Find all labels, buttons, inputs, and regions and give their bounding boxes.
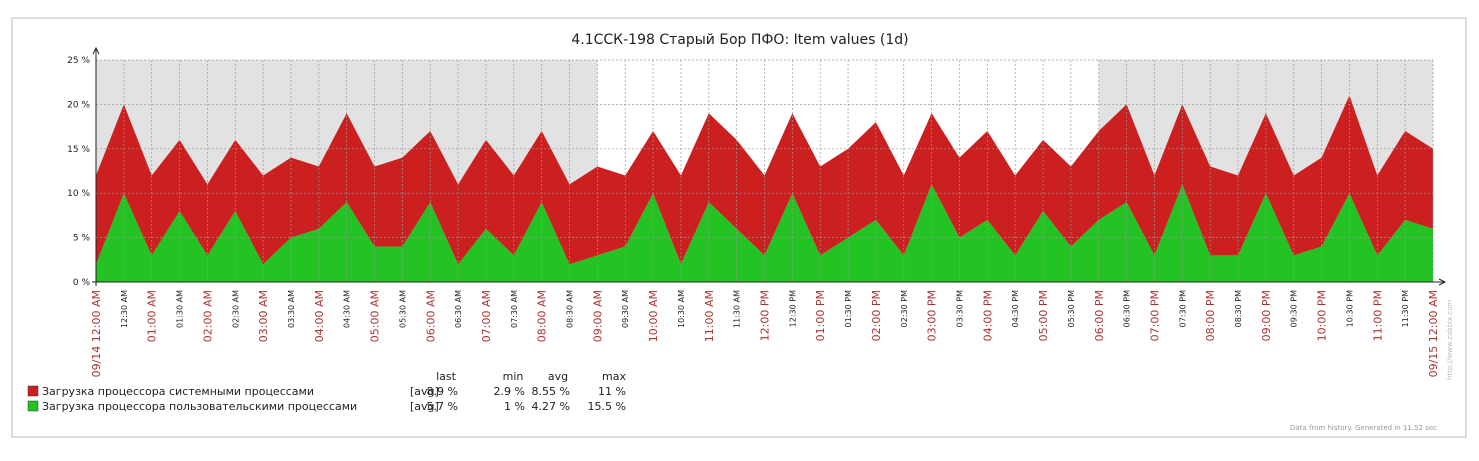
x-tick-label: 08:30 PM [1234, 290, 1243, 327]
y-tick-label: 10 % [67, 189, 90, 199]
legend-value: 5.7 % [427, 400, 458, 413]
x-tick-label: 01:30 AM [176, 290, 185, 328]
x-tick-label: 11:00 PM [1371, 290, 1384, 341]
x-tick-label: 02:00 AM [201, 290, 214, 342]
y-tick-label: 25 % [67, 56, 90, 66]
x-tick-label: 08:00 AM [536, 290, 549, 342]
x-tick-label: 09:00 PM [1260, 290, 1273, 341]
x-tick-label: 04:30 AM [343, 290, 352, 328]
x-tick-label: 01:00 PM [814, 290, 827, 341]
x-tick-label: 10:30 PM [1345, 290, 1354, 327]
x-tick-label: 10:30 AM [677, 290, 686, 328]
legend-header: avg [548, 370, 568, 383]
legend-header: min [503, 370, 524, 383]
x-tick-label: 11:30 AM [733, 290, 742, 328]
legend-value: 4.27 % [532, 400, 570, 413]
chart-title: 4.1ССК-198 Старый Бор ПФО: Item values (… [571, 32, 908, 48]
legend-swatch [27, 385, 39, 397]
x-tick-label: 07:00 PM [1148, 290, 1161, 341]
x-tick-label: 09/15 12:00 AM [1427, 290, 1440, 377]
x-tick-label: 09/14 12:00 AM [90, 290, 103, 377]
x-tick-label: 01:30 PM [844, 290, 853, 327]
x-tick-label: 10:00 AM [647, 290, 660, 342]
x-tick-label: 07:30 AM [510, 290, 519, 328]
footer: Data from history. Generated in 11.52 se… [1290, 424, 1437, 432]
x-tick-label: 06:30 AM [454, 290, 463, 328]
x-tick-label: 10:00 PM [1316, 290, 1329, 341]
x-tick-label: 12:00 PM [759, 290, 772, 341]
x-tick-label: 08:30 AM [566, 290, 575, 328]
x-tick-label: 04:00 PM [981, 290, 994, 341]
x-axis [92, 278, 1447, 286]
legend-value: 8.9 % [427, 385, 458, 398]
legend-label: Загрузка процессора системными процессам… [42, 385, 314, 398]
x-tick-label: 05:00 AM [369, 290, 382, 342]
x-tick-label: 03:00 AM [257, 290, 270, 342]
legend-value: 15.5 % [588, 400, 626, 413]
x-tick-label: 06:00 AM [424, 290, 437, 342]
x-tick-label: 04:00 AM [313, 290, 326, 342]
x-tick-label: 09:00 AM [591, 290, 604, 342]
y-tick-label: 0 % [73, 278, 91, 288]
x-tick-label: 02:30 AM [231, 290, 240, 328]
legend-value: 11 % [598, 385, 626, 398]
x-tick-label: 09:30 AM [621, 290, 630, 328]
x-tick-label: 02:00 PM [870, 290, 883, 341]
legend-swatch [27, 400, 39, 412]
legend-value: 8.55 % [532, 385, 570, 398]
x-tick-label: 12:30 PM [788, 290, 797, 327]
x-tick-label: 05:00 PM [1037, 290, 1050, 341]
y-tick-label: 5 % [73, 234, 91, 244]
legend-value: 2.9 % [494, 385, 525, 398]
y-axis [92, 46, 100, 286]
x-tick-label: 03:30 AM [287, 290, 296, 328]
x-tick-label: 07:30 PM [1178, 290, 1187, 327]
x-tick-label: 01:00 AM [146, 290, 159, 342]
x-tick-label: 11:00 AM [703, 290, 716, 342]
legend-value: 1 % [504, 400, 525, 413]
y-tick-label: 15 % [67, 145, 90, 155]
x-tick-label: 02:30 PM [900, 290, 909, 327]
legend-header: last [436, 370, 457, 383]
watermark: http://www.zabbix.com [1446, 300, 1454, 380]
x-tick-label: 05:30 AM [398, 290, 407, 328]
x-tick-label: 06:30 PM [1123, 290, 1132, 327]
x-tick-label: 03:00 PM [926, 290, 939, 341]
x-tick-label: 06:00 PM [1093, 290, 1106, 341]
x-tick-label: 08:00 PM [1204, 290, 1217, 341]
x-tick-label: 11:30 PM [1401, 290, 1410, 327]
x-tick-label: 07:00 AM [480, 290, 493, 342]
x-tick-label: 04:30 PM [1011, 290, 1020, 327]
legend-header: max [602, 370, 626, 383]
x-tick-label: 05:30 PM [1067, 290, 1076, 327]
x-tick-label: 03:30 PM [955, 290, 964, 327]
legend-label: Загрузка процессора пользовательскими пр… [42, 400, 357, 413]
y-tick-label: 20 % [67, 100, 90, 110]
legend-function: [avg] [410, 385, 439, 398]
x-tick-label: 12:30 AM [120, 290, 129, 328]
legend-function: [avg] [410, 400, 439, 413]
x-tick-label: 09:30 PM [1290, 290, 1299, 327]
